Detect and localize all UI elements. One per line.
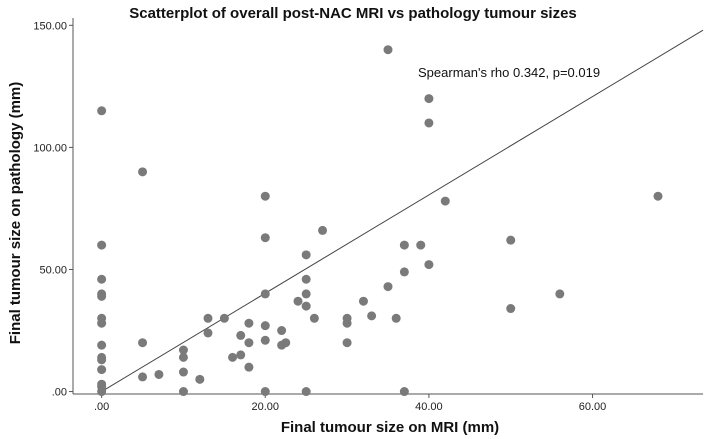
data-point (506, 235, 516, 245)
data-point (178, 367, 188, 377)
data-point (97, 340, 107, 350)
data-point (318, 225, 328, 235)
data-point (301, 289, 311, 299)
data-point (138, 372, 148, 382)
data-point (260, 321, 270, 331)
y-tick-label: 50.00 (39, 264, 67, 276)
spearman-annotation: Spearman's rho 0.342, p=0.019 (418, 65, 600, 80)
y-tick-label: .00 (52, 387, 67, 399)
data-point (97, 365, 107, 375)
data-point (342, 318, 352, 328)
data-point (399, 267, 409, 277)
data-point (416, 240, 426, 250)
data-point (203, 313, 213, 323)
data-point (424, 260, 434, 270)
data-point (97, 355, 107, 365)
data-point (260, 387, 270, 397)
y-axis-label: Final tumour size on pathology (mm) (7, 82, 24, 345)
data-point (236, 350, 246, 360)
y-tick-label: 150.00 (33, 20, 67, 32)
data-point (555, 289, 565, 299)
x-tick-label: 40.00 (415, 401, 443, 413)
axes: .00 20.00 40.00 60.00 .00 50.00 100.00 150.00 (33, 18, 703, 413)
x-tick-label: .00 (94, 401, 109, 413)
data-point (178, 387, 188, 397)
data-point (236, 330, 246, 340)
data-point (301, 250, 311, 260)
data-point (97, 240, 107, 250)
data-point (260, 233, 270, 243)
data-point (399, 240, 409, 250)
data-point (281, 338, 291, 348)
data-point (301, 387, 311, 397)
data-point (97, 318, 107, 328)
x-axis-label: Final tumour size on MRI (mm) (281, 419, 499, 436)
data-point (219, 313, 229, 323)
data-points (97, 45, 663, 397)
y-tick-label: 100.00 (33, 142, 67, 154)
data-point (358, 296, 368, 306)
data-point (97, 274, 107, 284)
data-point (301, 301, 311, 311)
data-point (293, 296, 303, 306)
data-point (260, 191, 270, 201)
data-point (178, 345, 188, 355)
data-point (97, 106, 107, 116)
data-point (138, 338, 148, 348)
data-point (301, 274, 311, 284)
data-point (228, 352, 238, 362)
x-tick-label: 60.00 (579, 401, 607, 413)
data-point (383, 45, 393, 55)
data-point (97, 387, 107, 397)
data-point (244, 338, 254, 348)
data-point (424, 94, 434, 104)
data-point (424, 118, 434, 128)
chart-title: Scatterplot of overall post-NAC MRI vs p… (129, 5, 577, 22)
data-point (260, 289, 270, 299)
data-point (440, 196, 450, 206)
data-point (367, 311, 377, 321)
data-point (399, 387, 409, 397)
data-point (138, 167, 148, 177)
data-point (154, 369, 164, 379)
data-point (195, 374, 205, 384)
data-point (178, 352, 188, 362)
data-point (260, 335, 270, 345)
data-point (506, 304, 516, 314)
fit-line (101, 29, 704, 392)
x-tick-label: 20.00 (252, 401, 280, 413)
data-point (277, 326, 287, 336)
data-point (97, 291, 107, 301)
data-point (653, 191, 663, 201)
data-point (342, 338, 352, 348)
data-point (203, 328, 213, 338)
data-point (391, 313, 401, 323)
data-point (309, 313, 319, 323)
data-point (244, 318, 254, 328)
data-point (383, 282, 393, 292)
data-point (244, 362, 254, 372)
